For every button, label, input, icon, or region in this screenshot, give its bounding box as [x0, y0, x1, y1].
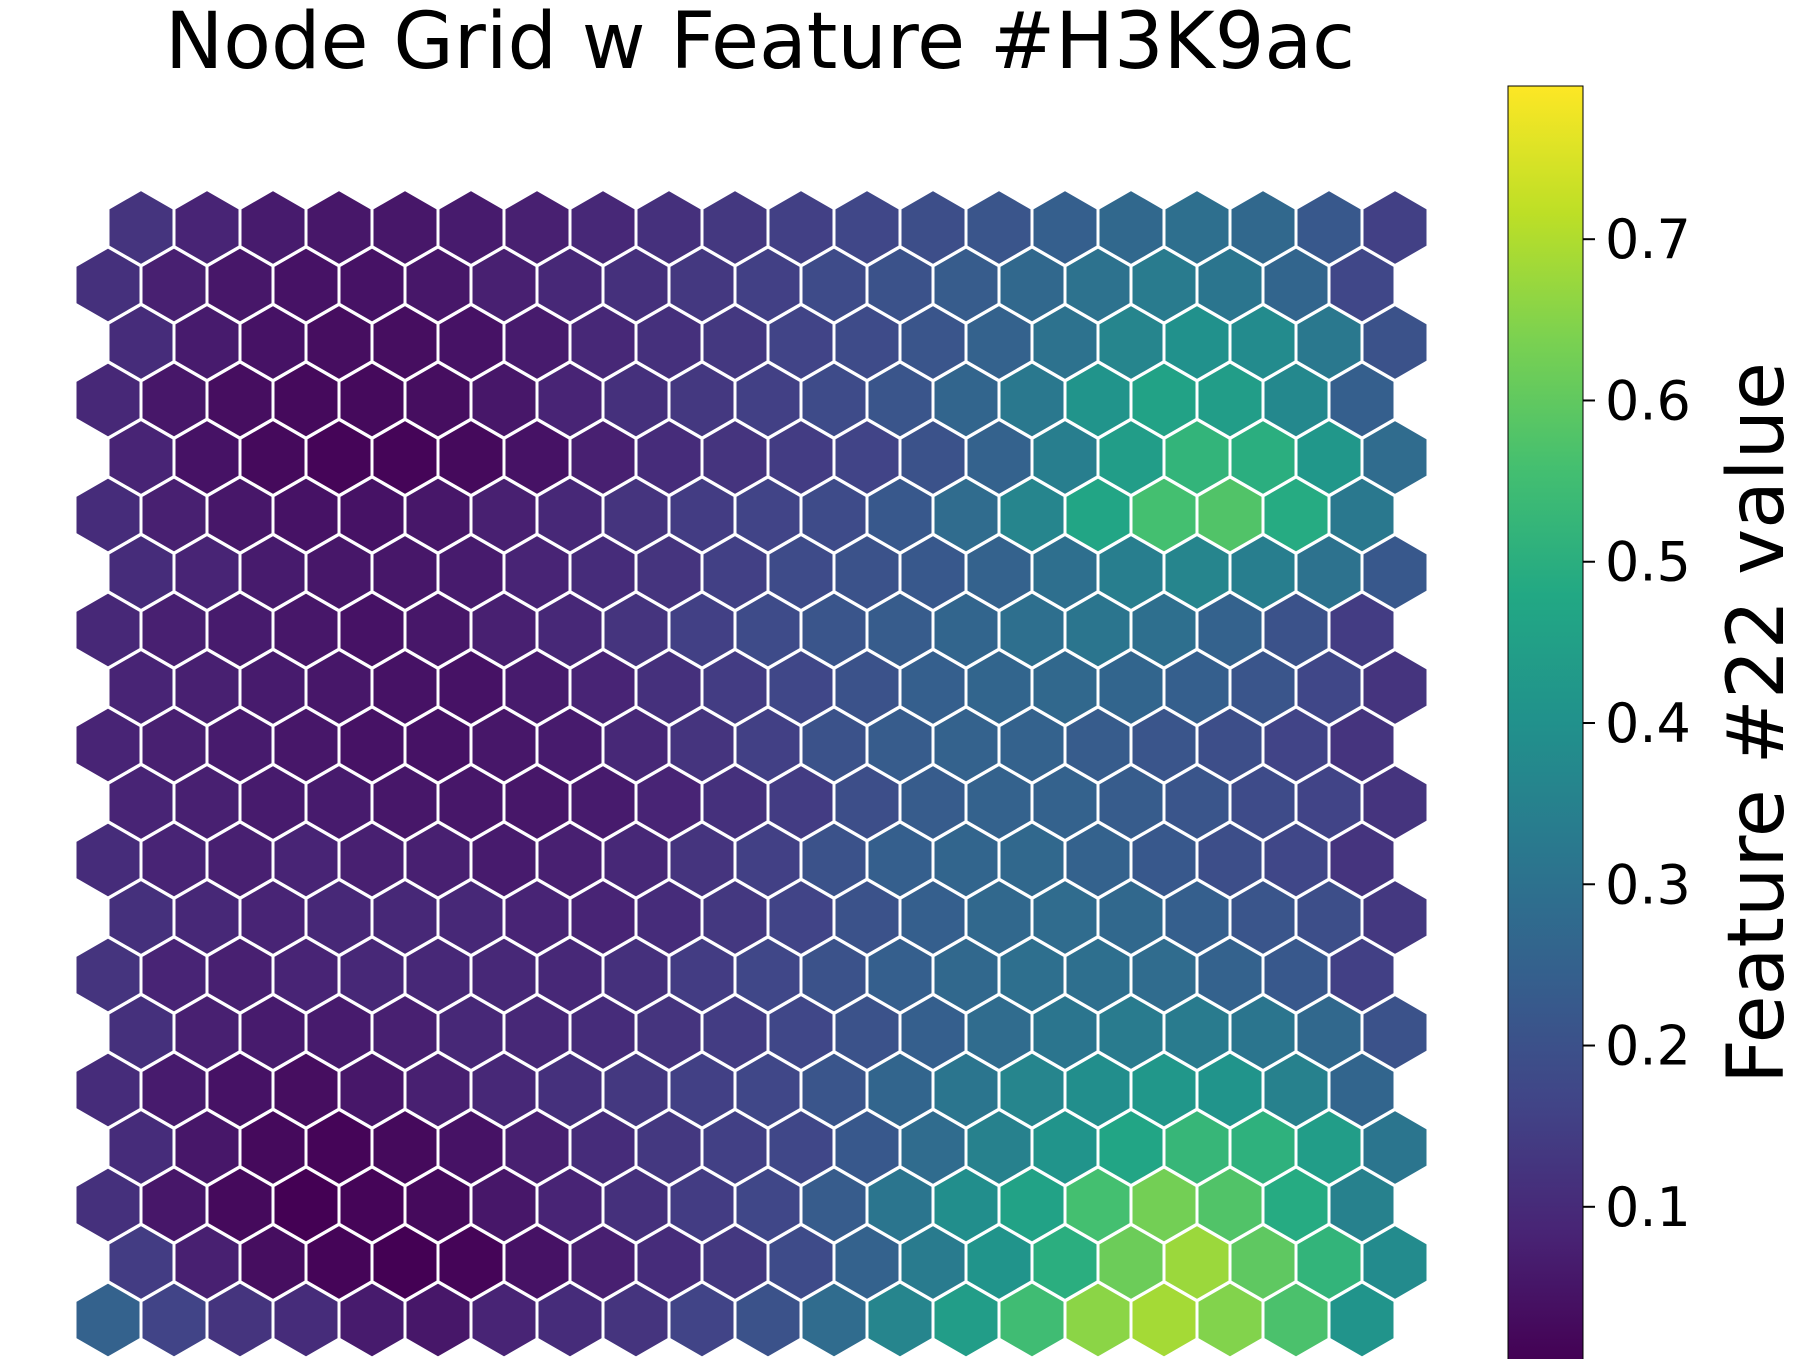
hex-grid	[73, 187, 1430, 1359]
colorbar-tick-label: 0.5	[1605, 531, 1691, 594]
hex-cell	[1360, 187, 1430, 268]
chart-title: Node Grid w Feature #H3K9ac	[165, 0, 1355, 87]
colorbar-ticks: 0.1 0.2 0.3 0.4 0.5 0.6 0.7	[1583, 208, 1691, 1239]
colorbar-label: Feature #22 value	[1712, 362, 1794, 1084]
colorbar-gradient	[1507, 85, 1584, 1359]
colorbar-tick-label: 0.6	[1605, 369, 1691, 432]
colorbar-tick-label: 0.7	[1605, 208, 1691, 271]
colorbar: 0.1 0.2 0.3 0.4 0.5 0.6 0.7 Feature #22 value	[1507, 85, 1794, 1359]
colorbar-tick-label: 0.4	[1605, 692, 1691, 755]
colorbar-tick-label: 0.2	[1605, 1015, 1691, 1078]
colorbar-tick-label: 0.1	[1605, 1176, 1691, 1239]
colorbar-tick-label: 0.3	[1605, 853, 1691, 916]
